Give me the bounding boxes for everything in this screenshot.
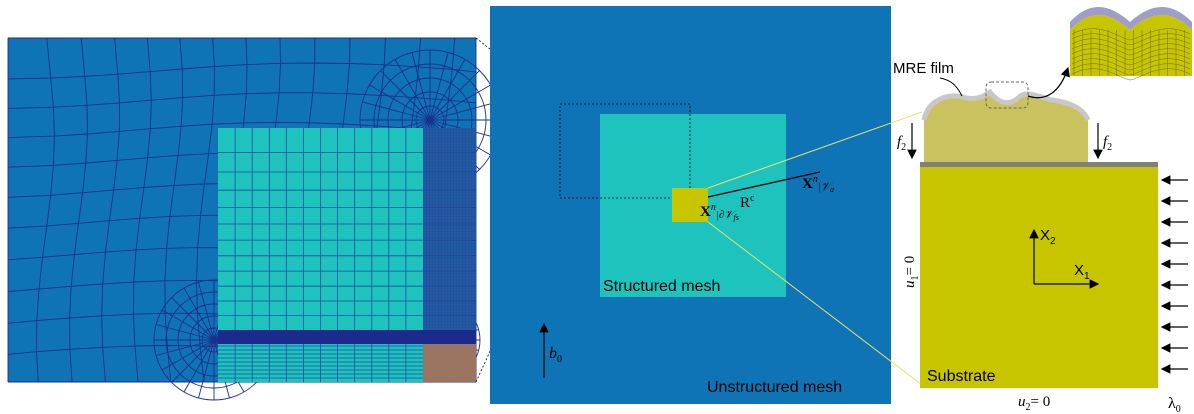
- axis-x1-label: X1: [1074, 262, 1090, 282]
- film-label-pointer: [939, 77, 963, 97]
- body-force-label: b0: [549, 345, 562, 365]
- detail-region: [985, 81, 1029, 109]
- boundary-value-panel: MRE film f2 f2 X2 X1 u1= 0 u2= 0 Substra…: [893, 2, 1192, 414]
- mre-film: [924, 92, 1088, 164]
- wrinkle-inset: [1070, 2, 1192, 81]
- substrate-label: Substrate: [927, 368, 996, 385]
- zoom-box: [559, 103, 691, 199]
- connector-top: [707, 111, 923, 189]
- dense-corner: [423, 344, 476, 382]
- axis-x2-label: X2: [1040, 227, 1056, 247]
- structured-mesh-label: Structured mesh: [603, 278, 720, 295]
- left-bc-label: u1= 0: [902, 256, 921, 288]
- radius-label: Rc: [740, 193, 755, 211]
- film-coating: [921, 88, 1091, 122]
- unstructured-mesh-label: Unstructured mesh: [707, 379, 842, 396]
- zoomed-mesh-panel: [7, 37, 501, 401]
- radius-line: [707, 171, 821, 198]
- substrate-block: [920, 167, 1158, 388]
- inner-point-label: Xn|∂𝒱fs: [700, 202, 739, 222]
- lambda-label: λ0: [1168, 395, 1181, 414]
- compression-arrows: [1160, 175, 1188, 374]
- inset-substrate: [1070, 14, 1192, 76]
- bottom-bc-label: u2= 0: [1018, 394, 1050, 413]
- interface-bar: [920, 162, 1158, 167]
- force-left-label: f2: [897, 134, 906, 153]
- domain-panel: Rc Xn|𝒱a Xn|∂𝒱fs Structured mesh Unstruc…: [490, 6, 891, 404]
- dense-horizontal-band: [218, 330, 476, 344]
- force-right-label: f2: [1103, 134, 1112, 153]
- outer-point-label: Xn|𝒱a: [802, 174, 834, 194]
- film-region: [672, 188, 708, 222]
- mre-film-label: MRE film: [893, 60, 954, 77]
- inset-film: [1070, 6, 1192, 30]
- inset-mesh-lines: [1071, 28, 1191, 81]
- detail-pointer-arrow: [1027, 66, 1070, 99]
- connector-bottom: [707, 221, 923, 386]
